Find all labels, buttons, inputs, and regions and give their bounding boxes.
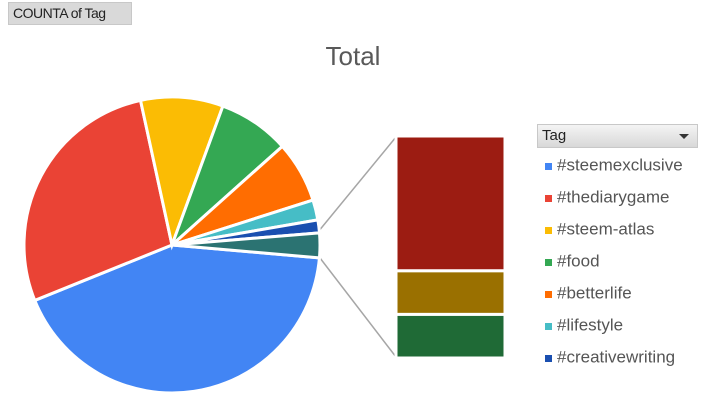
- connector-line: [319, 257, 397, 358]
- legend-swatch: [545, 355, 552, 362]
- bar-segment: [394, 134, 507, 273]
- pie-slice: [32, 243, 322, 395]
- pie-slice: [171, 231, 322, 260]
- legend-title: Tag: [542, 127, 567, 144]
- bar-segment: [394, 312, 507, 360]
- legend-label: #steemexclusive: [557, 155, 683, 174]
- legend-swatch: [545, 227, 552, 234]
- chart-title: Total: [326, 41, 381, 71]
- pivot-field-button[interactable]: COUNTA of Tag: [8, 2, 132, 25]
- legend-header[interactable]: Tag: [537, 124, 698, 148]
- legend-label: #creativewriting: [557, 347, 675, 366]
- dropdown-arrow: [679, 134, 689, 139]
- legend-swatch: [545, 163, 552, 170]
- legend-label: #thediarygame: [557, 187, 669, 206]
- legend-label: #steem-atlas: [557, 219, 654, 238]
- pie-slice: [138, 95, 225, 251]
- legend-label: #lifestyle: [557, 315, 623, 334]
- legend-swatch: [545, 291, 552, 298]
- bar-segment: [394, 269, 507, 316]
- pie-slice: [22, 98, 174, 303]
- legend-swatch: [545, 259, 552, 266]
- legend-swatch: [545, 195, 552, 202]
- legend-swatch: [545, 323, 552, 330]
- legend-label: #betterlife: [557, 283, 632, 302]
- connector-line: [317, 136, 397, 233]
- legend-label: #food: [557, 251, 600, 270]
